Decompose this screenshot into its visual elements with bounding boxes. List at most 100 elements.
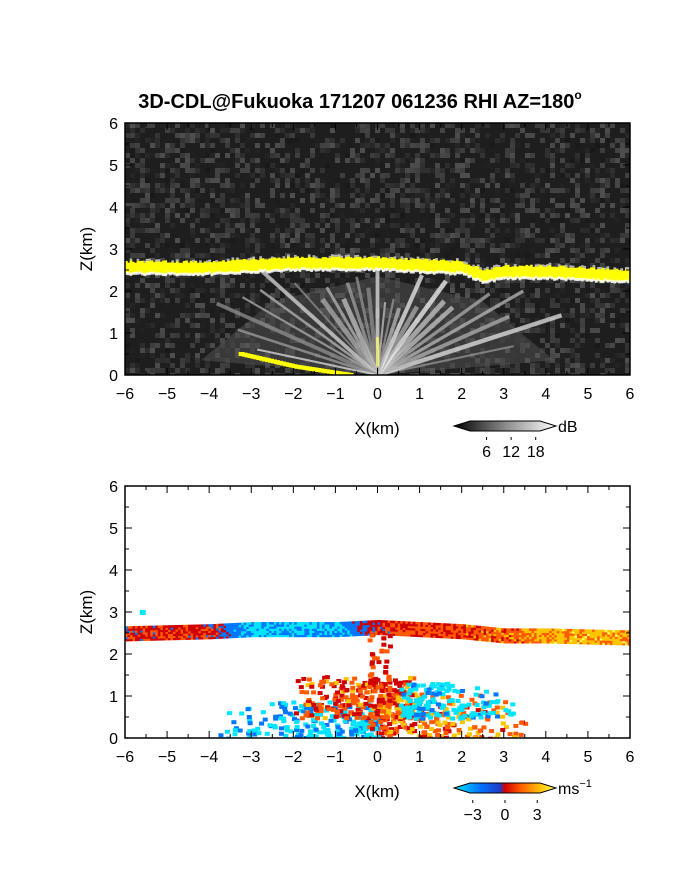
intensity-layer-edge bbox=[219, 271, 223, 275]
intensity-noise-cell bbox=[300, 273, 305, 278]
intensity-axis-ticks bbox=[124, 122, 631, 376]
intensity-noise-cell bbox=[190, 293, 195, 298]
intensity-noise-cell bbox=[570, 278, 575, 283]
velocity-layer-cell bbox=[251, 630, 255, 633]
velocity-layer-cell bbox=[622, 634, 626, 638]
intensity-noise-cell bbox=[425, 193, 430, 198]
velocity-layer-cell bbox=[518, 632, 522, 636]
intensity-noise-cell bbox=[220, 163, 225, 168]
intensity-noise-cell bbox=[430, 143, 435, 148]
intensity-noise-cell bbox=[130, 218, 135, 223]
intensity-noise-cell bbox=[455, 138, 460, 143]
velocity-layer-cell bbox=[324, 622, 328, 625]
velocity-layer-cell bbox=[392, 622, 396, 626]
velocity-layer-cell bbox=[453, 623, 457, 627]
velocity-layer-cell bbox=[619, 630, 623, 633]
velocity-layer-cell bbox=[165, 625, 169, 628]
intensity-noise-cell bbox=[550, 213, 555, 218]
intensity-noise-cell bbox=[260, 133, 265, 138]
intensity-noise-cell bbox=[545, 373, 550, 375]
velocity-layer-cell bbox=[152, 638, 156, 641]
intensity-noise-cell bbox=[215, 353, 220, 358]
velocity-layer-cell bbox=[488, 635, 492, 638]
velocity-layer-cell bbox=[273, 632, 277, 636]
intensity-noise-cell bbox=[370, 303, 375, 308]
velocity-layer-cell bbox=[208, 634, 212, 638]
intensity-noise-cell bbox=[595, 238, 600, 243]
velocity-layer-cell bbox=[226, 629, 229, 633]
velocity-layer-cell bbox=[559, 635, 563, 638]
intensity-noise-cell bbox=[370, 253, 375, 258]
velocity-layer-cell bbox=[539, 638, 543, 642]
intensity-noise-cell bbox=[335, 323, 340, 328]
velocity-field-cell bbox=[327, 700, 333, 705]
intensity-layer-cell bbox=[287, 256, 290, 270]
velocity-layer-cell bbox=[273, 630, 277, 633]
intensity-noise-cell bbox=[390, 148, 395, 153]
intensity-noise-cell bbox=[260, 363, 265, 368]
velocity-layer-cell bbox=[582, 635, 585, 639]
intensity-noise-cell bbox=[135, 183, 140, 188]
intensity-noise-cell bbox=[375, 143, 380, 148]
intensity-layer-cell bbox=[624, 269, 628, 282]
intensity-noise-cell bbox=[130, 158, 135, 163]
intensity-noise-cell bbox=[185, 258, 190, 263]
velocity-layer-cell bbox=[165, 629, 169, 632]
intensity-noise-cell bbox=[370, 283, 375, 288]
velocity-layer-cell bbox=[501, 636, 505, 640]
intensity-layer-edge bbox=[236, 271, 239, 275]
intensity-noise-cell bbox=[580, 158, 585, 163]
intensity-noise-cell bbox=[135, 358, 140, 363]
intensity-noise-cell bbox=[560, 128, 565, 133]
intensity-noise-cell bbox=[565, 368, 570, 373]
intensity-noise-cell bbox=[290, 208, 295, 213]
velocity-layer-cell bbox=[438, 625, 442, 628]
intensity-noise-cell bbox=[415, 303, 420, 308]
velocity-layer-cell bbox=[486, 637, 490, 640]
intensity-layer-edge bbox=[624, 279, 628, 283]
intensity-noise-cell bbox=[435, 173, 440, 178]
velocity-layer-cell bbox=[392, 627, 396, 630]
intensity-noise-cell bbox=[205, 203, 210, 208]
intensity-noise-cell bbox=[265, 153, 270, 158]
intensity-layer-edge bbox=[541, 276, 545, 280]
intensity-noise-cell bbox=[285, 368, 290, 373]
intensity-noise-cell bbox=[150, 323, 155, 328]
velocity-field-cell bbox=[364, 718, 370, 723]
intensity-noise-cell bbox=[140, 303, 145, 308]
intensity-noise-cell bbox=[535, 198, 540, 203]
velocity-field-cell bbox=[334, 729, 340, 734]
intensity-layer-edge bbox=[472, 264, 475, 267]
intensity-noise-cell bbox=[250, 233, 255, 238]
velocity-layer-cell bbox=[352, 627, 356, 631]
intensity-noise-cell bbox=[165, 153, 170, 158]
velocity-layer-cell bbox=[458, 636, 462, 640]
intensity-noise-cell bbox=[625, 208, 630, 213]
intensity-noise-cell bbox=[160, 343, 165, 348]
intensity-noise-cell bbox=[365, 218, 370, 223]
intensity-noise-cell bbox=[435, 223, 440, 228]
velocity-layer-cell bbox=[498, 634, 502, 637]
velocity-field-cell bbox=[260, 710, 266, 715]
intensity-noise-cell bbox=[535, 348, 540, 353]
intensity-noise-cell bbox=[255, 168, 260, 173]
velocity-layer-cell bbox=[501, 628, 505, 631]
velocity-layer-cell bbox=[534, 636, 537, 640]
velocity-layer-cell bbox=[304, 626, 308, 629]
velocity-layer-cell bbox=[420, 634, 424, 638]
intensity-noise-cell bbox=[135, 363, 140, 368]
intensity-noise-cell bbox=[495, 258, 500, 263]
intensity-noise-cell bbox=[385, 163, 390, 168]
intensity-noise-cell bbox=[310, 293, 315, 298]
velocity-layer-cell bbox=[367, 633, 371, 636]
intensity-layer-edge bbox=[303, 267, 306, 271]
intensity-noise-cell bbox=[480, 188, 485, 193]
velocity-layer-cell bbox=[337, 621, 341, 625]
intensity-noise-cell bbox=[275, 313, 280, 318]
velocity-layer-cell bbox=[574, 629, 578, 632]
intensity-noise-cell bbox=[440, 363, 445, 368]
velocity-layer-cell bbox=[273, 624, 277, 627]
velocity-layer-cell bbox=[215, 628, 219, 631]
intensity-noise-cell bbox=[300, 208, 305, 213]
intensity-noise-cell bbox=[440, 168, 445, 173]
